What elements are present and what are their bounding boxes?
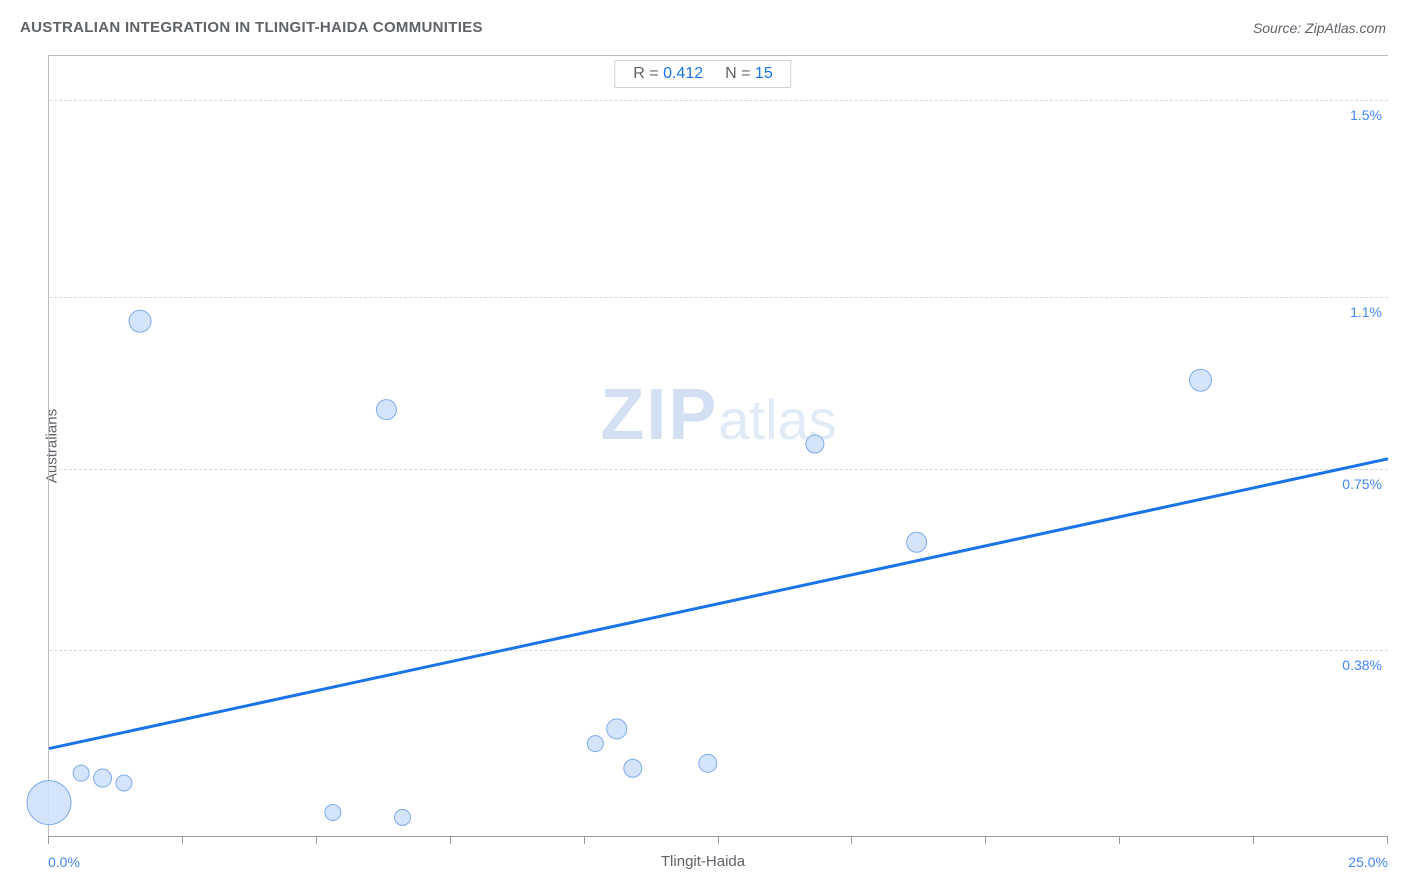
x-tick	[985, 837, 986, 844]
chart-source: Source: ZipAtlas.com	[1253, 20, 1386, 36]
data-point[interactable]	[607, 719, 627, 739]
data-point[interactable]	[1190, 369, 1212, 391]
data-point[interactable]	[325, 804, 341, 820]
data-point[interactable]	[116, 775, 132, 791]
stat-n: N = 15	[725, 65, 773, 83]
stats-box: R = 0.412 N = 15	[614, 60, 791, 88]
stat-r: R = 0.412	[633, 65, 703, 83]
x-tick	[584, 837, 585, 844]
trend-line	[49, 459, 1388, 749]
data-point[interactable]	[806, 435, 824, 453]
plot-svg	[49, 56, 1388, 837]
chart-title: AUSTRALIAN INTEGRATION IN TLINGIT-HAIDA …	[20, 19, 483, 36]
stat-r-value: 0.412	[663, 65, 703, 82]
data-point[interactable]	[699, 754, 717, 772]
x-tick	[316, 837, 317, 844]
stat-r-label: R =	[633, 65, 658, 82]
stat-n-label: N =	[725, 65, 750, 82]
data-point[interactable]	[94, 769, 112, 787]
chart-header: AUSTRALIAN INTEGRATION IN TLINGIT-HAIDA …	[0, 0, 1406, 50]
x-min-label: 0.0%	[48, 854, 80, 870]
x-tick	[718, 837, 719, 844]
x-tick	[1387, 837, 1388, 844]
stat-n-value: 15	[755, 65, 773, 82]
x-tick	[450, 837, 451, 844]
data-point[interactable]	[376, 400, 396, 420]
x-tick	[48, 837, 49, 844]
data-point[interactable]	[27, 781, 71, 825]
data-point[interactable]	[129, 310, 151, 332]
data-point[interactable]	[73, 765, 89, 781]
x-tick	[1253, 837, 1254, 844]
x-tick	[182, 837, 183, 844]
x-axis-title: Tlingit-Haida	[661, 853, 745, 870]
x-tick	[1119, 837, 1120, 844]
x-max-label: 25.0%	[1348, 854, 1388, 870]
data-point[interactable]	[624, 759, 642, 777]
data-point[interactable]	[587, 736, 603, 752]
plot-area: ZIPatlas 0.38%0.75%1.1%1.5%	[48, 55, 1388, 837]
data-point[interactable]	[394, 809, 410, 825]
data-point[interactable]	[907, 532, 927, 552]
x-tick	[851, 837, 852, 844]
